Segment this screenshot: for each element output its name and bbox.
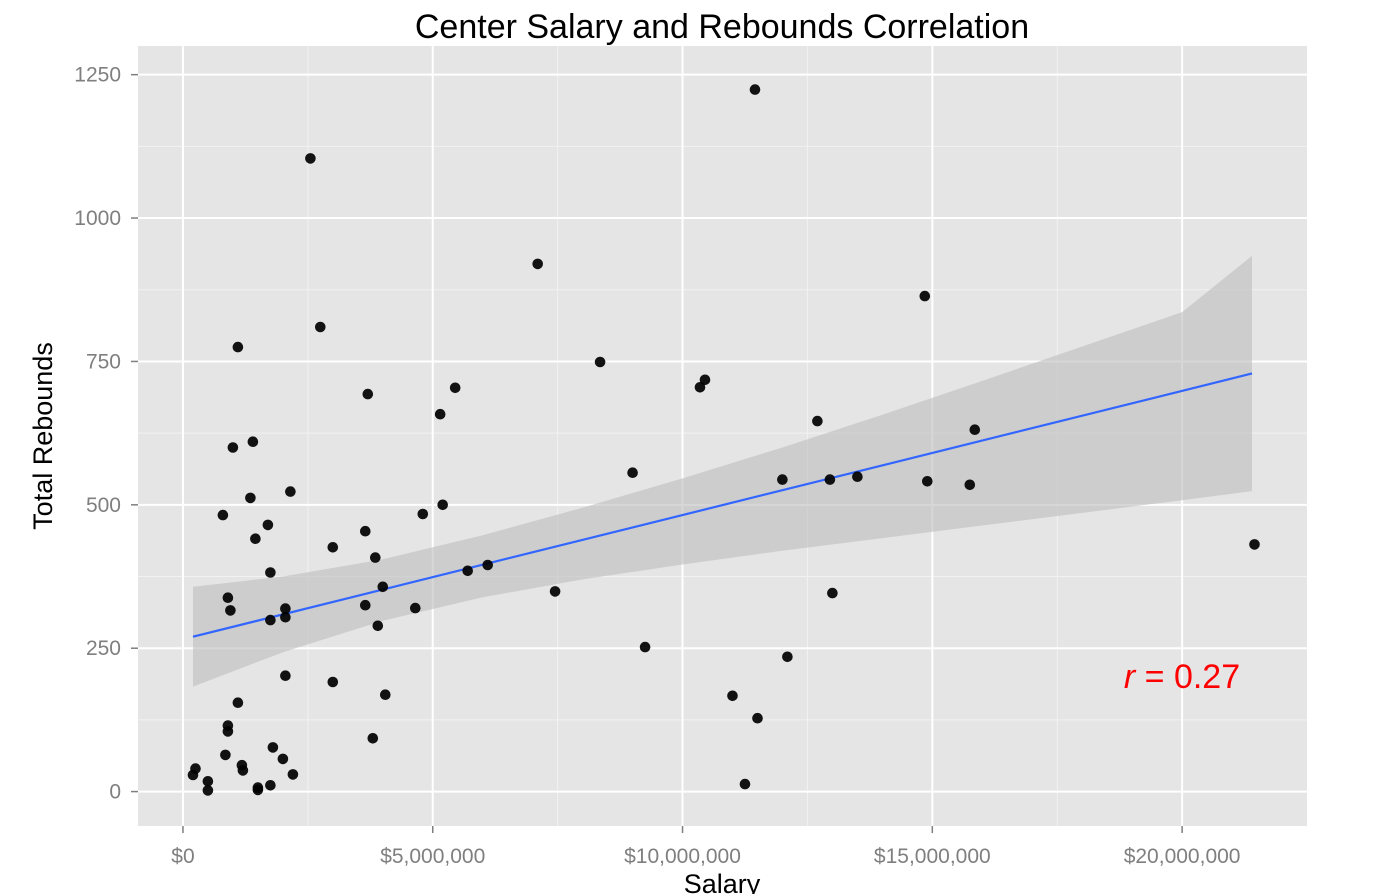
data-point — [380, 689, 391, 700]
data-point — [217, 509, 229, 521]
data-point — [377, 581, 389, 593]
data-point — [280, 670, 291, 681]
y-tick-label: 1000 — [74, 207, 121, 230]
data-point — [699, 374, 711, 386]
data-point — [752, 712, 763, 724]
correlation-symbol: r — [1124, 658, 1137, 696]
data-point — [594, 356, 606, 368]
data-point — [225, 605, 236, 616]
data-point — [360, 599, 371, 611]
data-point — [462, 565, 474, 577]
data-point — [449, 382, 461, 394]
x-tick-label: $15,000,000 — [874, 845, 991, 868]
data-point — [222, 726, 234, 737]
data-point — [305, 153, 316, 164]
data-point — [410, 602, 421, 614]
data-point — [202, 785, 214, 796]
correlation-value: 0.27 — [1174, 658, 1240, 696]
data-point — [262, 519, 274, 531]
x-tick-label: $5,000,000 — [380, 845, 485, 868]
data-point — [237, 765, 249, 776]
y-axis-title: Total Rebounds — [28, 342, 58, 530]
data-point — [245, 492, 256, 504]
data-point — [482, 559, 494, 571]
data-point — [327, 542, 339, 553]
data-point — [919, 290, 931, 302]
data-point — [812, 415, 823, 427]
data-point — [202, 776, 214, 787]
x-axis-ticks: $0 $5,000,000 $10,000,000 $15,000,000 $20,00… — [171, 826, 1241, 868]
data-point — [315, 321, 326, 333]
y-tick-label: 750 — [86, 350, 121, 373]
data-point — [252, 784, 264, 796]
data-point — [220, 749, 231, 761]
data-point — [247, 436, 259, 448]
y-tick-label: 250 — [86, 637, 121, 660]
fit-line-layer — [192, 372, 1253, 638]
data-point — [190, 763, 201, 774]
x-axis-title: Salary — [684, 869, 761, 894]
data-point — [267, 742, 279, 753]
fit-line — [192, 372, 1253, 638]
y-tick-label: 500 — [86, 494, 121, 517]
correlation-annotation: r = 0.27 — [1124, 658, 1240, 696]
data-point — [639, 641, 651, 653]
y-axis-ticks: 0 250 500 750 1000 1250 — [74, 64, 138, 804]
data-point — [434, 408, 446, 420]
data-point — [327, 676, 339, 688]
chart-title: Center Salary and Rebounds Correlation — [415, 8, 1029, 46]
data-point — [265, 614, 276, 626]
data-point — [280, 611, 291, 623]
data-point — [739, 778, 751, 790]
data-point — [265, 567, 276, 578]
data-point — [232, 341, 244, 353]
data-point — [222, 592, 234, 603]
data-points-layer — [187, 84, 1260, 796]
data-point — [827, 587, 838, 599]
data-point — [782, 651, 793, 663]
confidence-band-layer — [193, 255, 1252, 687]
data-point — [964, 479, 976, 491]
data-point — [287, 769, 299, 780]
data-point — [627, 467, 638, 479]
data-point — [969, 424, 981, 436]
data-point — [285, 486, 296, 497]
data-point — [824, 474, 836, 485]
data-point — [370, 552, 381, 563]
y-tick-label: 0 — [109, 781, 121, 804]
data-point — [372, 620, 384, 632]
data-point — [360, 525, 371, 537]
data-point — [694, 382, 706, 393]
data-point — [777, 474, 788, 485]
x-tick-label: $0 — [171, 845, 194, 868]
data-point — [265, 780, 276, 791]
data-point — [852, 471, 863, 483]
data-point — [417, 508, 429, 520]
data-point — [280, 603, 291, 614]
data-point — [1249, 539, 1260, 550]
data-point — [362, 388, 374, 400]
data-point — [367, 733, 379, 744]
data-point — [250, 533, 261, 544]
data-point — [532, 258, 543, 270]
data-point — [922, 476, 933, 487]
x-tick-label: $10,000,000 — [624, 845, 741, 868]
confidence-band — [193, 255, 1252, 687]
y-tick-label: 1250 — [74, 64, 121, 87]
data-point — [549, 586, 561, 597]
data-point — [227, 442, 239, 453]
x-tick-label: $20,000,000 — [1124, 845, 1241, 868]
data-point — [749, 84, 761, 95]
data-point — [232, 697, 244, 708]
data-point — [437, 499, 449, 511]
correlation-equals: = — [1135, 658, 1174, 696]
data-point — [277, 753, 289, 765]
data-point — [727, 690, 738, 702]
